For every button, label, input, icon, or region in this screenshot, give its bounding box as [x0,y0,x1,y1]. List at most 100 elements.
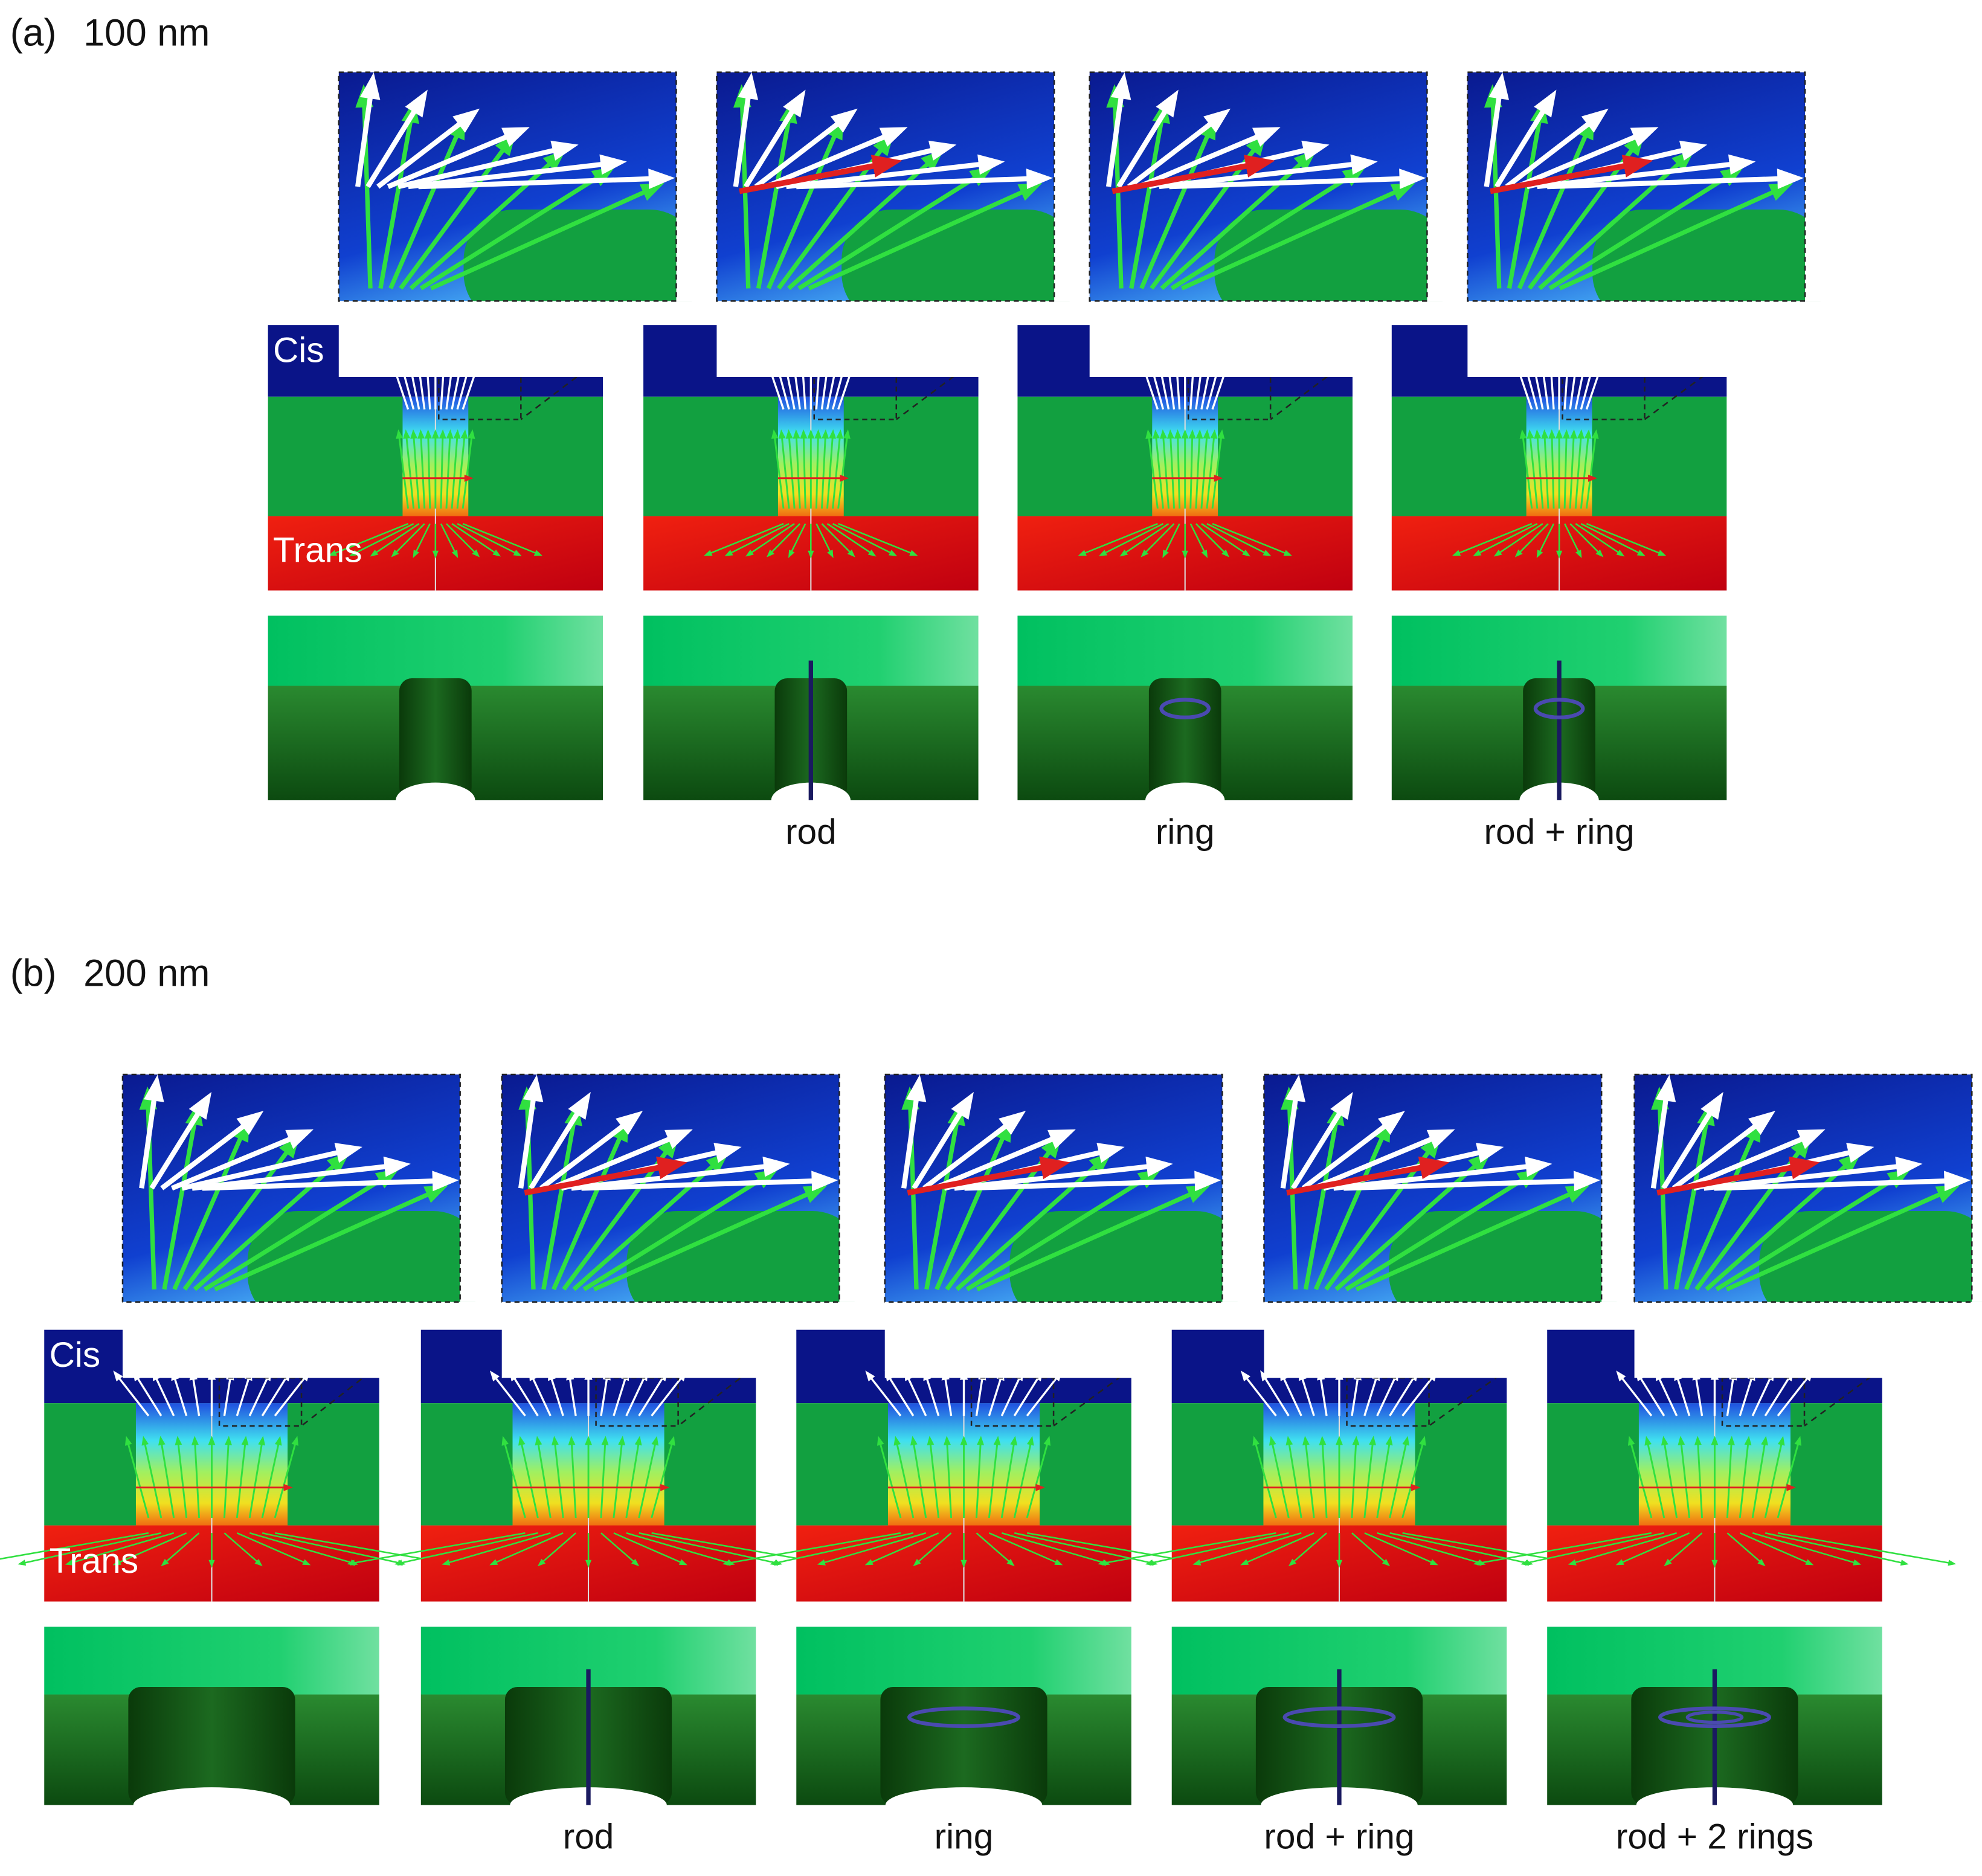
column [643,71,1130,818]
arrow [1575,523,1621,555]
arrow [773,434,785,509]
arrow-head [383,1156,411,1177]
inset-frame [338,71,677,302]
arrow-head [1678,1436,1685,1445]
arrow-head [188,1091,212,1120]
arrow [626,1532,731,1564]
arrow [1160,156,1309,291]
arrow [1013,1441,1032,1518]
arrow [765,130,895,189]
arrow-head [1302,1436,1310,1445]
arrow [1169,176,1411,190]
arrow [1456,522,1533,555]
panel-label: (b) [10,952,57,994]
arrow [1189,523,1206,554]
arrow [1656,1375,1678,1416]
arrow-head [1419,1436,1426,1446]
arrow [1254,1441,1277,1518]
arrow-head [829,429,837,439]
arrow [568,1375,577,1416]
arrow [332,522,408,555]
arrow [524,1163,671,1196]
arrow [868,1375,902,1417]
arrow [786,161,990,190]
arrow-head [1514,549,1523,557]
arrow [420,434,426,509]
arrow [1536,434,1544,509]
arrow-head [1285,1436,1293,1446]
arrow [541,1114,578,1290]
arrow [743,101,800,188]
arrow-head [489,1370,500,1382]
arrow [820,434,826,509]
arrow [1345,1174,1531,1291]
arrow [726,1532,901,1564]
arrow [1102,522,1163,555]
arrow-head [451,550,458,559]
arrow-head [1288,1558,1297,1567]
arrow-head [713,1143,742,1163]
arrow-head [1330,1091,1353,1120]
arrow [1287,1441,1302,1518]
arrow-head [403,429,411,439]
arrow-head [124,1436,132,1446]
arrow-head [328,550,337,556]
arrow [1494,101,1551,188]
arrow-head [1350,154,1378,175]
arrow-head [254,1558,263,1567]
arrow-head [1644,1436,1652,1446]
arrow [1195,434,1201,509]
arrow [1580,434,1589,509]
arrow [149,1103,206,1190]
arrow-head [1591,429,1599,439]
arrow-head [1301,140,1330,161]
arrow-head [1159,429,1167,439]
arrow [512,1375,539,1416]
arrow [539,1117,632,1190]
arrow-head [913,1558,921,1567]
arrow-head [1426,1129,1455,1149]
arrow-head [1556,429,1563,439]
caption: ring [935,1817,994,1856]
arrow [571,1163,776,1191]
arrow [440,434,444,509]
arrow-head [771,429,779,439]
arrow-head [1777,169,1804,190]
arrow-head [969,166,994,187]
arrow [838,522,914,555]
arrow-head [18,1560,27,1566]
arrow [1195,523,1227,555]
arrow [754,115,848,189]
arrow [549,1375,564,1416]
arrow-head [1541,429,1549,439]
arrow [214,1189,437,1292]
arrow [946,1441,953,1518]
arrow [1201,523,1247,555]
zoom-box [595,1377,679,1427]
arrow-head [568,1436,576,1445]
inset-frame [121,1073,461,1303]
arrow-head [1846,1143,1874,1163]
arrow [907,1163,1054,1196]
arrow [462,434,473,509]
arrow [821,1532,927,1564]
arrow [153,1375,175,1416]
arrow-head [808,550,814,559]
arrow [1764,1375,1792,1416]
arrow [832,522,893,555]
arrow [1682,1132,1813,1191]
arrow [766,127,840,289]
arrow [1680,1441,1691,1518]
arrow [540,1532,576,1564]
arrow [419,171,606,291]
arrow-head [960,1436,968,1445]
arrow [236,1441,246,1518]
inset-cover [1805,72,1881,301]
arrow-head [800,429,808,439]
arrow [756,112,793,289]
arrow [1559,186,1782,291]
arrow [236,1532,307,1564]
arrow [929,1441,940,1518]
column [1391,71,1881,818]
arrow [1714,1178,1956,1191]
